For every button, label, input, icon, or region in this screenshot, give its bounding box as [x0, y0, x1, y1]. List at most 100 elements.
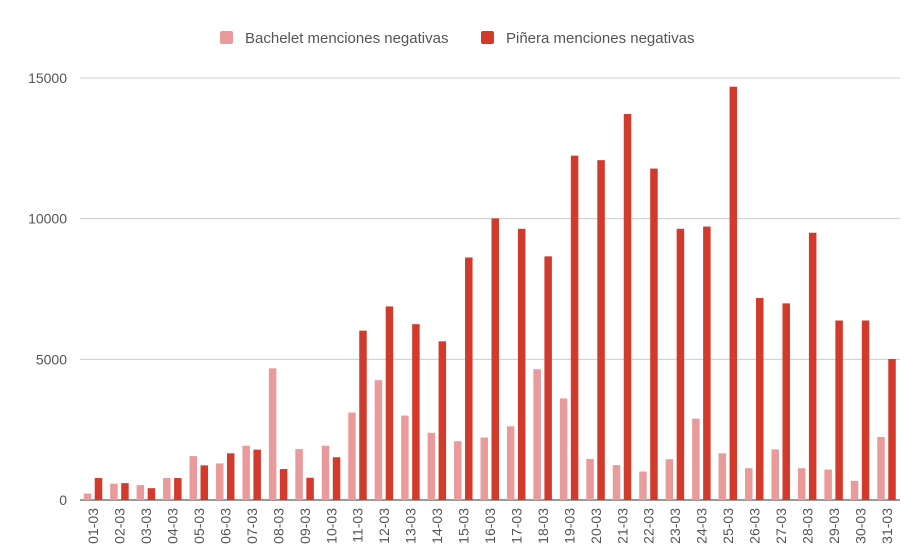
bar-pinera[interactable] — [306, 477, 314, 500]
legend: Bachelet menciones negativas Piñera menc… — [220, 30, 694, 47]
bar-bachelet[interactable] — [242, 445, 250, 500]
x-tick-label: 06-03 — [217, 508, 233, 544]
bar-bachelet[interactable] — [797, 468, 806, 500]
x-tick-label: 18-03 — [535, 508, 551, 544]
bar-pinera[interactable] — [888, 359, 896, 500]
bar-bachelet[interactable] — [745, 468, 753, 500]
bar-pinera[interactable] — [253, 449, 261, 500]
x-tick-label: 12-03 — [376, 508, 392, 544]
bar-pinera[interactable] — [491, 218, 500, 501]
x-tick-label: 21-03 — [614, 508, 630, 544]
x-tick-label: 20-03 — [588, 508, 604, 544]
x-tick-label: 01-03 — [85, 508, 101, 544]
bar-bachelet[interactable] — [771, 449, 779, 500]
bar-bachelet[interactable] — [559, 398, 568, 500]
bar-bachelet[interactable] — [401, 415, 409, 500]
x-tick-label: 13-03 — [403, 508, 419, 544]
bar-pinera[interactable] — [359, 330, 367, 500]
bar-pinera[interactable] — [570, 155, 579, 500]
bar-pinera[interactable] — [703, 226, 711, 500]
bar-bachelet[interactable] — [374, 380, 383, 500]
x-tick-label: 22-03 — [641, 508, 657, 544]
bar-pinera[interactable] — [782, 303, 790, 500]
y-tick-label: 5000 — [36, 351, 67, 367]
bar-pinera[interactable] — [226, 453, 235, 500]
bar-bachelet[interactable] — [136, 485, 145, 500]
x-tick-label: 05-03 — [191, 508, 207, 544]
bar-bachelet[interactable] — [877, 436, 885, 500]
bar-pinera[interactable] — [385, 306, 394, 500]
legend-label-bachelet: Bachelet menciones negativas — [245, 30, 448, 47]
bar-bachelet[interactable] — [850, 480, 859, 500]
x-tick-label: 07-03 — [244, 508, 260, 544]
bar-pinera[interactable] — [756, 298, 764, 500]
bar-pinera[interactable] — [623, 114, 632, 500]
x-tick-label: 17-03 — [508, 508, 524, 544]
bar-bachelet[interactable] — [295, 449, 303, 500]
bar-pinera[interactable] — [835, 320, 843, 500]
bar-pinera[interactable] — [676, 228, 685, 500]
bar-bachelet[interactable] — [348, 412, 356, 500]
bar-bachelet[interactable] — [533, 369, 541, 500]
bar-bachelet[interactable] — [215, 463, 224, 500]
bar-pinera[interactable] — [332, 457, 341, 500]
bar-pinera[interactable] — [517, 228, 526, 500]
bar-pinera[interactable] — [808, 232, 817, 500]
bar-pinera[interactable] — [465, 257, 473, 500]
bar-bachelet[interactable] — [83, 493, 92, 500]
x-tick-label: 31-03 — [879, 508, 895, 544]
x-tick-label: 15-03 — [456, 508, 472, 544]
bar-bachelet[interactable] — [665, 459, 674, 500]
bar-bachelet[interactable] — [612, 465, 621, 500]
x-tick-label: 04-03 — [165, 508, 181, 544]
x-tick-label: 16-03 — [482, 508, 498, 544]
legend-item-pinera[interactable]: Piñera menciones negativas — [481, 30, 694, 47]
x-tick-label: 10-03 — [323, 508, 339, 544]
legend-swatch-bachelet — [220, 31, 233, 44]
bar-pinera[interactable] — [174, 478, 182, 500]
bar-pinera[interactable] — [650, 168, 658, 500]
bar-pinera[interactable] — [200, 465, 209, 500]
bar-bachelet[interactable] — [586, 458, 594, 500]
bar-pinera[interactable] — [279, 469, 288, 500]
bar-pinera[interactable] — [597, 160, 605, 500]
bar-bachelet[interactable] — [639, 471, 647, 500]
bar-bachelet[interactable] — [454, 441, 462, 500]
x-tick-label: 03-03 — [138, 508, 154, 544]
x-tick-label: 02-03 — [112, 508, 128, 544]
bar-bachelet[interactable] — [163, 478, 171, 500]
bar-pinera[interactable] — [861, 320, 870, 500]
bar-pinera[interactable] — [544, 256, 552, 500]
y-tick-label: 15000 — [28, 70, 67, 86]
bar-pinera[interactable] — [94, 478, 103, 500]
bar-bachelet[interactable] — [718, 453, 727, 500]
bar-bachelet[interactable] — [506, 426, 515, 500]
bar-pinera[interactable] — [147, 488, 156, 500]
x-axis-tick-labels: 01-03 02-03 03-03 04-03 05-03 06-03 07-03 08-03… — [85, 508, 895, 544]
x-tick-label: 23-03 — [667, 508, 683, 544]
bar-bachelet[interactable] — [189, 456, 198, 500]
bar-bachelet[interactable] — [427, 432, 436, 500]
x-tick-label: 19-03 — [561, 508, 577, 544]
bar-bachelet[interactable] — [110, 483, 118, 500]
bar-bachelet[interactable] — [268, 368, 277, 500]
bar-pinera[interactable] — [121, 483, 129, 500]
bar-bachelet[interactable] — [321, 445, 330, 500]
y-tick-label: 10000 — [28, 211, 67, 227]
x-tick-label: 26-03 — [747, 508, 763, 544]
x-tick-label: 28-03 — [799, 508, 815, 544]
bar-bachelet[interactable] — [692, 418, 700, 500]
bar-bachelet[interactable] — [480, 437, 489, 500]
y-axis-tick-labels: 0 5000 10000 15000 — [28, 70, 67, 508]
x-tick-label: 11-03 — [350, 508, 366, 543]
gridlines — [80, 77, 900, 501]
x-tick-label: 27-03 — [773, 508, 789, 544]
legend-swatch-pinera — [481, 31, 494, 44]
x-tick-label: 09-03 — [297, 508, 313, 544]
bar-pinera[interactable] — [412, 324, 420, 500]
bar-pinera[interactable] — [729, 86, 738, 500]
bar-bachelet[interactable] — [824, 469, 832, 500]
legend-item-bachelet[interactable]: Bachelet menciones negativas — [220, 30, 448, 47]
bar-pinera[interactable] — [438, 341, 447, 500]
